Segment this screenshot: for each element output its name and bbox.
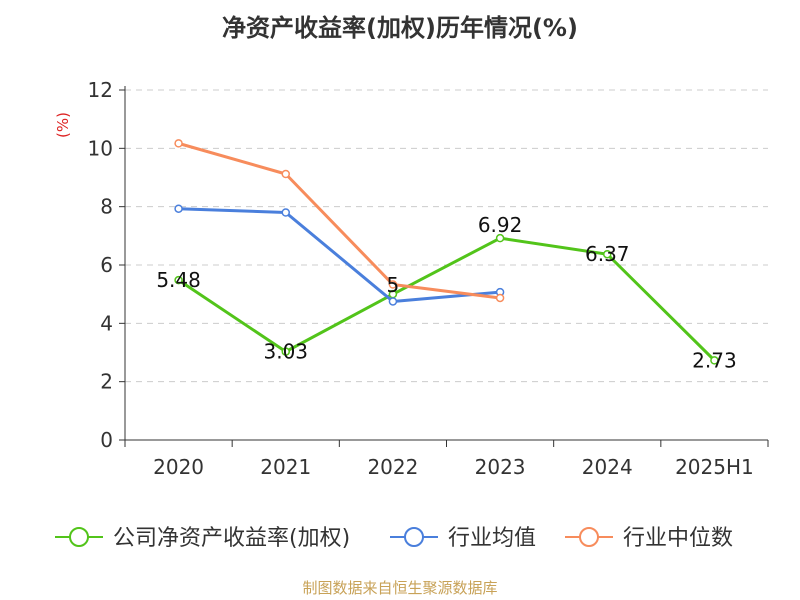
x-tick-label: 2023 bbox=[475, 455, 526, 479]
data-label: 3.03 bbox=[263, 340, 308, 364]
data-point bbox=[174, 139, 183, 148]
legend-label-3: 行业中位数 bbox=[623, 526, 733, 551]
y-tick-label: 8 bbox=[100, 195, 113, 219]
chart-title: 净资产收益率(加权)历年情况(%) bbox=[222, 14, 578, 42]
data-point bbox=[495, 233, 505, 243]
data-point bbox=[495, 293, 505, 303]
legend-marker-3 bbox=[579, 527, 599, 547]
x-tick-label: 2022 bbox=[367, 455, 418, 479]
data-label: 6.92 bbox=[478, 213, 523, 237]
data-point bbox=[281, 208, 290, 217]
data-point bbox=[388, 280, 398, 289]
data-point bbox=[281, 169, 290, 179]
series-line-3 bbox=[178, 141, 501, 300]
x-tick-label: 2024 bbox=[582, 455, 633, 479]
data-point bbox=[281, 347, 290, 356]
x-tick-label: 2020 bbox=[153, 455, 204, 479]
data-label: 5 bbox=[387, 273, 400, 297]
data-point bbox=[710, 356, 719, 365]
y-tick-label: 6 bbox=[100, 253, 113, 277]
series-line-2 bbox=[178, 207, 501, 303]
y-tick-label: 10 bbox=[88, 136, 113, 160]
x-tick-label: 2025H1 bbox=[675, 455, 754, 479]
legend-label-2: 行业均值 bbox=[448, 526, 536, 551]
legend-label-1: 公司净资产收益率(加权) bbox=[113, 526, 350, 551]
y-tick-label: 0 bbox=[100, 428, 113, 452]
legend-marker-1 bbox=[69, 527, 89, 547]
series-line-1 bbox=[177, 236, 716, 362]
legend-marker-2 bbox=[404, 527, 424, 547]
y-tick-label: 2 bbox=[100, 370, 113, 394]
data-point bbox=[174, 275, 183, 285]
y-tick-label: 12 bbox=[88, 78, 113, 102]
y-axis-label: (%) bbox=[54, 112, 72, 138]
source-note: 制图数据来自恒生聚源数据库 bbox=[302, 579, 498, 597]
x-tick-label: 2021 bbox=[260, 455, 311, 479]
data-point bbox=[174, 204, 183, 213]
data-point bbox=[603, 249, 612, 259]
data-label: 5.48 bbox=[156, 268, 201, 292]
data-label: 6.37 bbox=[585, 242, 630, 266]
data-label: 2.73 bbox=[692, 348, 737, 372]
y-tick-label: 4 bbox=[100, 311, 113, 335]
data-point bbox=[388, 297, 398, 306]
